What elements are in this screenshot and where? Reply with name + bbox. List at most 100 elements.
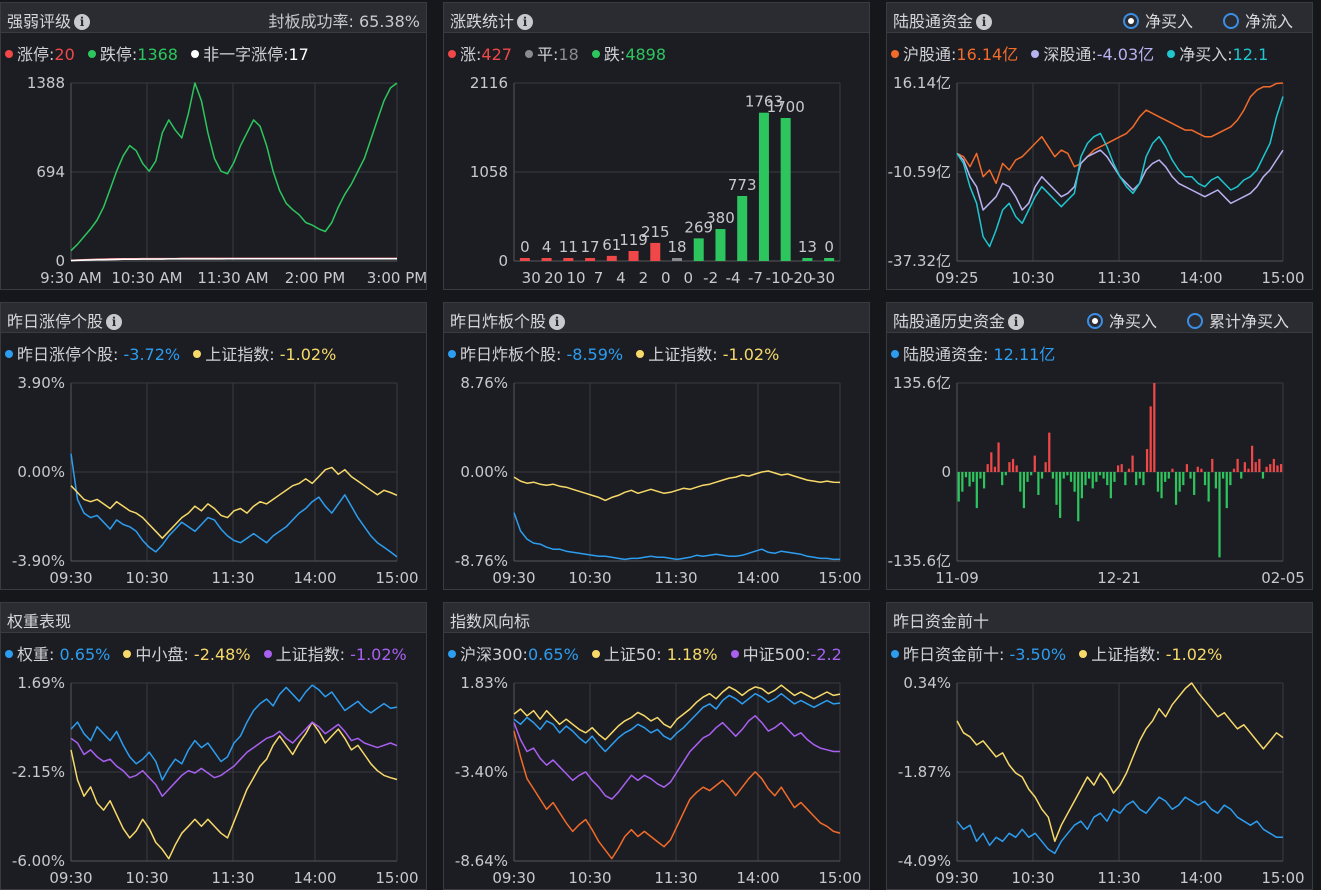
info-icon[interactable]: i [1008, 314, 1025, 330]
legend: 昨日炸板个股: -8.59% 上证指数: -1.02% [448, 341, 787, 365]
legend-item[interactable]: 跌停:1368 [87, 45, 178, 64]
legend-item[interactable]: 涨:427 [448, 45, 512, 64]
dot-icon [87, 50, 96, 58]
legend-item[interactable]: 中小盘: -2.48% [123, 645, 251, 664]
bar [986, 464, 989, 472]
y-tick-label: -37.32亿 [888, 252, 951, 270]
bar [1051, 472, 1054, 479]
series-line-昨日资金前十 [956, 796, 1283, 855]
legend-item[interactable]: 沪深300:0.65% [448, 645, 579, 664]
chart-p5: 8.76% 0.00% -8.76%09:30 10:30 11:30 14:00 15:0… [455, 374, 862, 587]
panel-header: 指数风向标 [444, 603, 869, 633]
bar [1048, 432, 1051, 472]
bar [1243, 462, 1246, 472]
bar [1106, 472, 1109, 486]
bar [1004, 472, 1007, 476]
x-tick-label: 10:30 AM [111, 269, 182, 287]
legend-item[interactable]: 上证指数: -1.02% [636, 345, 779, 364]
y-tick-label: 0 [941, 463, 951, 481]
series-line-中证1000 [513, 730, 841, 860]
legend-item[interactable]: 上证指数: -1.02% [263, 645, 407, 664]
panel-title: 昨日涨停个股 i [7, 308, 123, 332]
legend-item[interactable]: 昨日涨停个股: -3.72% [5, 345, 180, 364]
dot-icon [591, 650, 600, 658]
radio-cumulative-net-buy[interactable]: 累计净买入 [1187, 308, 1289, 332]
bar [1124, 472, 1127, 486]
bar [1207, 472, 1210, 502]
bar [1098, 472, 1102, 476]
x-tick-label: 10:30 [1011, 269, 1054, 287]
panel-rise-fall-stats: 涨跌统计 i 涨:427 平:18 跌:4898 2116 1058 0 0 4 11 17 6… [443, 2, 870, 290]
info-icon[interactable]: i [976, 14, 993, 30]
legend-item[interactable]: 涨停:20 [5, 45, 75, 64]
x-tick-label: -10 [766, 269, 791, 287]
y-tick-label: 1388 [27, 74, 65, 92]
bar [1225, 472, 1228, 509]
panel-title: 指数风向标 [450, 608, 530, 632]
series-line-中证500 [513, 715, 840, 800]
bar [1160, 472, 1163, 499]
legend-item[interactable]: 权重: 0.65% [5, 645, 110, 664]
x-tick-label: -2 [703, 269, 718, 287]
legend-item[interactable]: 沪股通:16.14亿 [891, 45, 1018, 64]
dot-icon [730, 650, 739, 658]
y-tick-label: 694 [36, 163, 65, 181]
radio-net-buy[interactable]: 净买入 [1087, 308, 1157, 332]
bar [1272, 458, 1275, 472]
info-icon[interactable]: i [549, 314, 566, 330]
dot-icon [636, 350, 645, 358]
radio-icon [1223, 13, 1239, 29]
bar [519, 258, 530, 261]
bar [1265, 466, 1268, 472]
x-tick-label: -4 [726, 269, 741, 287]
radio-net-inflow[interactable]: 净流入 [1223, 8, 1293, 32]
radio-net-buy[interactable]: 净买入 [1123, 8, 1193, 32]
dot-icon [591, 50, 600, 58]
legend-item[interactable]: 非一字涨停:17 [191, 45, 309, 64]
y-tick-label: 0 [498, 252, 508, 270]
x-tick-label: 15:00 [1261, 269, 1304, 287]
bar [1258, 458, 1261, 472]
legend-item[interactable]: 昨日资金前十: -3.50% [891, 645, 1066, 664]
series-line-净买入 [956, 96, 1284, 248]
bar [1001, 472, 1004, 486]
bar [1156, 472, 1160, 492]
info-icon[interactable]: i [517, 14, 534, 30]
panel-yesterday-top-funds: 昨日资金前十 昨日资金前十: -3.50% 上证指数: -1.02% 0.34%… [886, 602, 1313, 890]
legend-item[interactable]: 上证指数: -1.02% [193, 345, 336, 364]
x-tick-label: 11:30 [1097, 869, 1140, 887]
title-text: 指数风向标 [450, 612, 531, 631]
legend-item[interactable]: 上证指数: -1.02% [1079, 645, 1222, 664]
x-tick-label: 10:30 [568, 569, 611, 587]
legend-item[interactable]: 昨日炸板个股: -8.59% [448, 345, 623, 364]
info-icon[interactable]: i [106, 314, 123, 330]
chart-p8: 1.83% -3.40% -8.64%09:30 10:30 11:30 14:00 15:… [455, 674, 862, 887]
bar [1236, 458, 1239, 472]
info-icon[interactable]: i [74, 14, 91, 30]
x-tick-label: 3:00 PM [367, 269, 427, 287]
x-tick-label: 14:00 [293, 869, 336, 887]
dot-icon [193, 350, 202, 358]
title-text: 涨跌统计 [450, 12, 515, 31]
x-tick-label: 11-09 [935, 569, 979, 587]
legend-item[interactable]: 深股通:-4.03亿 [1031, 45, 1154, 64]
legend-item[interactable]: 净买入:12.1 [1167, 45, 1268, 64]
bar [968, 472, 971, 487]
x-tick-label: 14:00 [293, 569, 336, 587]
seal-success-rate: 封板成功率: 65.38% [268, 8, 420, 32]
x-tick-label: 11:30 [211, 569, 254, 587]
bar [715, 229, 726, 261]
seal-rate-value: 65.38% [358, 12, 420, 31]
legend-item[interactable]: 跌:4898 [591, 45, 666, 64]
legend-item[interactable]: 中证500:-2.2 [730, 645, 842, 664]
bar [780, 117, 791, 262]
bar [1211, 458, 1214, 472]
legend-item[interactable]: 平:18 [525, 45, 579, 64]
bar [1193, 472, 1196, 495]
legend-item[interactable]: 陆股通资金: 12.11亿 [891, 345, 1055, 364]
x-tick-label: 0 [661, 269, 671, 287]
x-tick-label: 15:00 [1261, 869, 1304, 887]
legend-item[interactable]: 上证50: 1.18% [591, 645, 718, 664]
bar [1059, 472, 1062, 518]
bar [1091, 472, 1094, 489]
